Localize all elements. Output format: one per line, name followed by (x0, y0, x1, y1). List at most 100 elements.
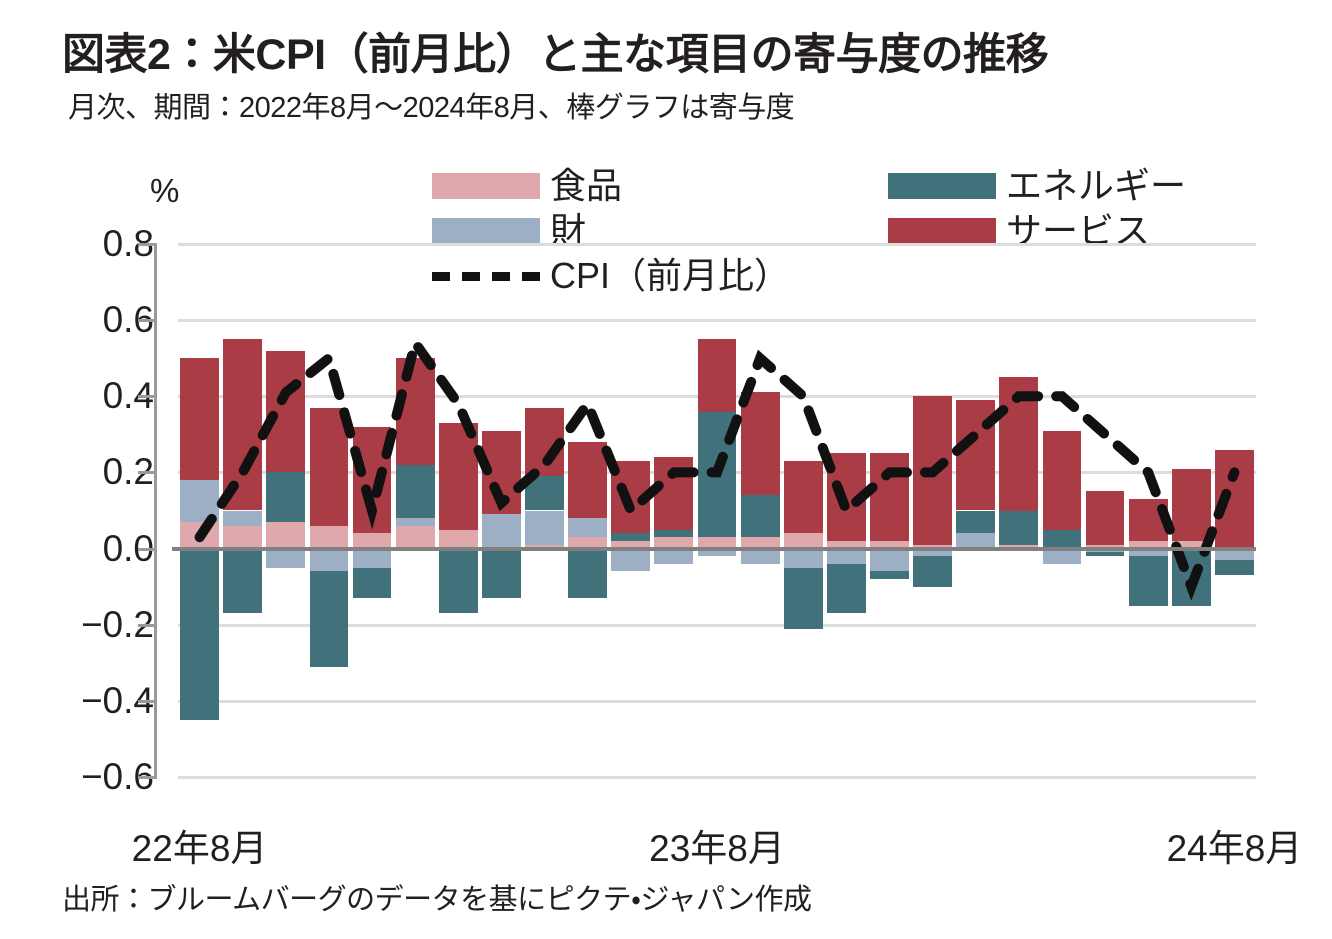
gridline (178, 776, 1256, 779)
bar-segment-goods (740, 548, 780, 564)
x-axis-tick-label: 23年8月 (649, 828, 785, 869)
bar-segment-energy (481, 548, 521, 599)
bar-segment-goods (1042, 548, 1082, 564)
y-axis-tick (138, 319, 157, 323)
bar-segment-food (870, 540, 909, 549)
bar-group[interactable] (956, 244, 996, 777)
bar-segment-energy (180, 548, 219, 720)
bar-segment-goods (870, 548, 909, 572)
bar-segment-services (180, 358, 219, 481)
bar-segment-food (826, 540, 866, 549)
bar-segment-goods (913, 548, 952, 557)
bar-group[interactable] (1042, 244, 1082, 777)
bar-segment-goods (956, 533, 996, 549)
bar-segment-goods (1128, 548, 1168, 557)
bar-segment-services (438, 422, 478, 530)
gridline (178, 623, 1256, 627)
bar-segment-energy (740, 495, 780, 538)
bar-segment-goods (309, 548, 349, 572)
bar-segment-goods (697, 548, 737, 557)
bar-series-group (178, 244, 1256, 777)
bar-segment-energy (611, 533, 651, 541)
x-axis-tick-label: 24年8月 (1166, 828, 1303, 869)
bar-group[interactable] (568, 244, 608, 777)
bar-segment-energy (870, 571, 909, 580)
bar-segment-food (438, 529, 478, 549)
bar-group[interactable] (438, 244, 478, 777)
y-axis-tick (138, 547, 157, 551)
chart-source: 出所：ブルームバーグのデータを基にピクテ・ジャパン作成 (62, 884, 812, 916)
bar-segment-energy (783, 567, 823, 629)
bar-group[interactable] (525, 244, 564, 777)
bar-segment-services (568, 441, 608, 519)
bar-segment-energy (1128, 556, 1168, 606)
y-axis-tick (138, 623, 157, 627)
bar-segment-energy (266, 472, 306, 522)
bar-segment-food (223, 525, 263, 549)
bar-segment-services (223, 339, 263, 511)
bar-segment-energy (1042, 529, 1082, 549)
bar-segment-energy (956, 510, 996, 534)
bar-group[interactable] (697, 244, 737, 777)
bar-segment-energy (568, 548, 608, 599)
plot-area (138, 243, 1256, 779)
bar-segment-goods (223, 510, 263, 526)
zero-line (172, 546, 1256, 551)
y-axis-tick (138, 699, 157, 703)
bar-segment-services (740, 392, 780, 496)
y-axis-line (154, 244, 157, 777)
gridline (178, 699, 1256, 703)
cpi-line-series (194, 331, 1240, 601)
bar-segment-food (783, 533, 823, 549)
bar-group[interactable] (1215, 244, 1254, 777)
chart-title: 図表2：米CPI（前月比）と主な項目の寄与度の推移 (62, 31, 1049, 79)
bar-group[interactable] (180, 244, 219, 777)
bar-segment-goods (611, 548, 651, 572)
bar-segment-food (395, 525, 435, 549)
bar-segment-goods (395, 518, 435, 526)
bar-segment-goods (266, 548, 306, 568)
bar-segment-energy (999, 510, 1039, 545)
bar-group[interactable] (740, 244, 780, 777)
chart-subtitle: 月次、期間：2022年8月〜2024年8月、棒グラフは寄与度 (68, 92, 795, 124)
gridline (178, 243, 1256, 246)
bar-group[interactable] (309, 244, 349, 777)
bar-segment-energy (913, 556, 952, 587)
bar-segment-food (352, 533, 392, 549)
bar-segment-goods (783, 548, 823, 568)
bar-segment-goods (525, 510, 564, 545)
y-axis-tick (138, 471, 157, 475)
bar-segment-food (568, 537, 608, 549)
bar-segment-food (740, 537, 780, 549)
bar-segment-goods (352, 548, 392, 568)
bar-segment-energy (654, 529, 694, 538)
bar-segment-food (654, 537, 694, 549)
bar-segment-energy (395, 464, 435, 519)
bar-group[interactable] (783, 244, 823, 777)
gridline (178, 319, 1256, 323)
bar-segment-energy (438, 548, 478, 614)
bar-segment-services (1085, 491, 1125, 545)
bar-segment-food (611, 540, 651, 549)
bar-segment-food (1128, 540, 1168, 549)
bar-segment-services (1042, 430, 1082, 530)
bar-group[interactable] (223, 244, 263, 777)
bar-segment-food (1171, 540, 1211, 549)
bar-segment-energy (1085, 552, 1125, 557)
bar-segment-energy (1215, 559, 1254, 576)
bar-segment-services (783, 461, 823, 534)
bar-segment-services (697, 339, 737, 412)
bar-segment-goods (654, 548, 694, 564)
bar-segment-energy (309, 571, 349, 667)
bar-segment-food (697, 537, 737, 549)
x-axis-tick-label: 22年8月 (131, 828, 268, 869)
bar-segment-goods (568, 518, 608, 538)
y-axis-tick (138, 776, 157, 779)
bar-segment-food (266, 521, 306, 549)
bar-segment-food (309, 525, 349, 549)
bar-segment-goods (826, 548, 866, 564)
bar-segment-energy (352, 567, 392, 599)
bar-segment-goods (1215, 548, 1254, 560)
